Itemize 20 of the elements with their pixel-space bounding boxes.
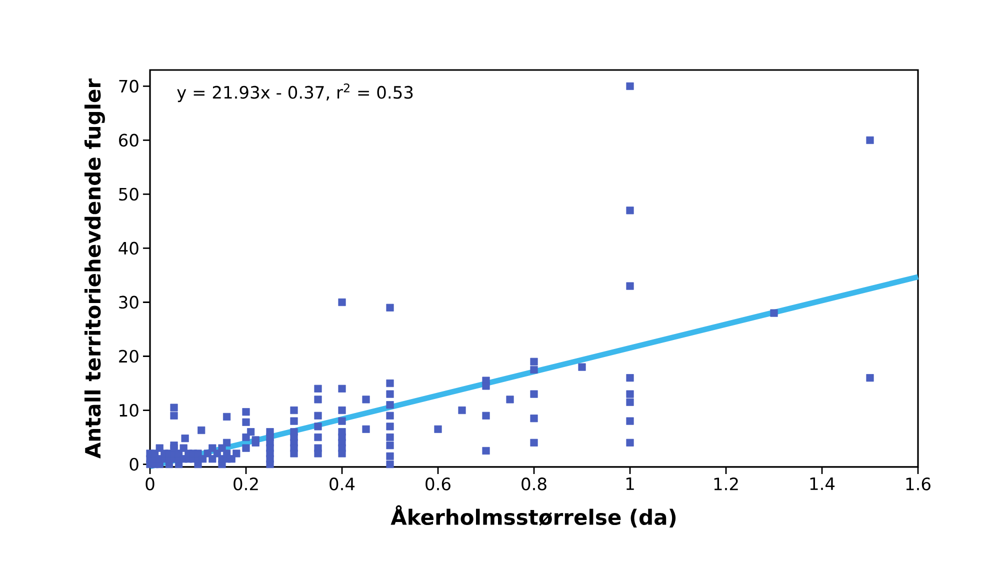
- y-tick-label: 0: [130, 458, 138, 471]
- annotation: y = 21.93x - 0.37, r$^{2}$ = 0.53: [177, 83, 413, 102]
- x-tick-label: 1.2: [714, 478, 738, 490]
- x-tick-label: 1.4: [810, 478, 835, 490]
- y-tick-label: 40: [118, 242, 138, 255]
- x-tick-label: 0: [146, 478, 154, 490]
- y-tick-label: 50: [119, 188, 138, 201]
- y-tick-label: 30: [119, 296, 138, 309]
- x-tick-label: 1.6: [906, 478, 930, 490]
- y-axis-title: Antall territoriehevdende fugler: [84, 78, 105, 458]
- x-tick-label: 0.8: [522, 478, 546, 490]
- y-tick-label: 20: [119, 350, 138, 363]
- x-tick-label: 0.2: [234, 478, 258, 490]
- y-tick-label: 10: [120, 404, 138, 417]
- x-tick-label: 0.4: [330, 478, 355, 490]
- x-tick-label: 1: [626, 478, 634, 490]
- y-tick-label: 70: [119, 80, 138, 93]
- y-tick-label: 60: [119, 134, 138, 147]
- x-axis-title: Åkerholmsstørrelse (da): [390, 505, 676, 528]
- x-tick-label: 0.6: [426, 478, 450, 490]
